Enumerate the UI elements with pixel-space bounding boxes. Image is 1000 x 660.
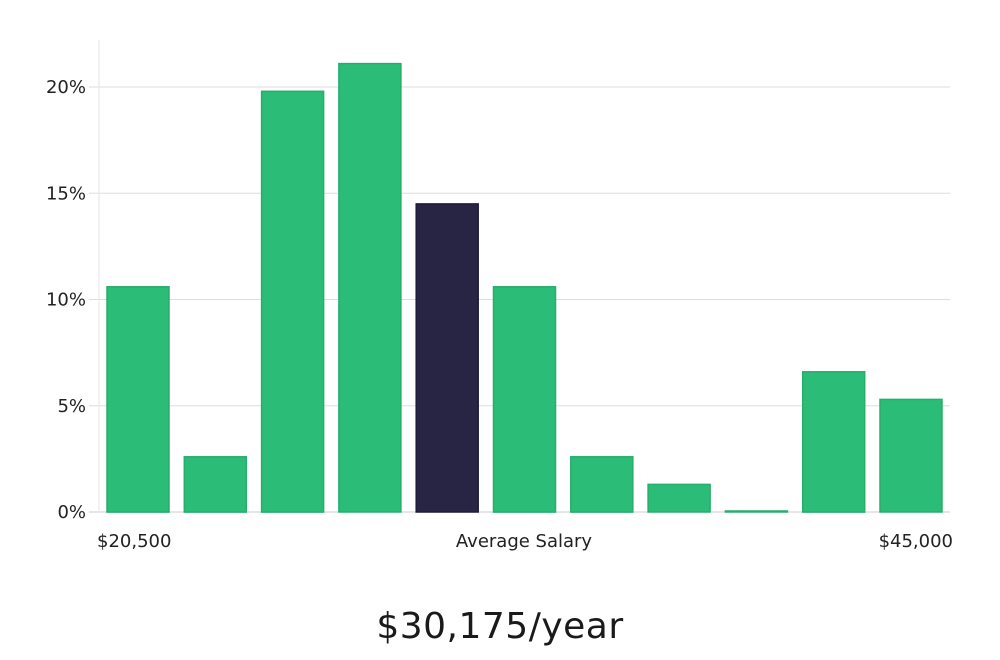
x-axis-max-label: $45,000: [879, 531, 953, 552]
bar: [724, 510, 789, 513]
bar-average-salary: [415, 203, 479, 513]
bar: [879, 398, 943, 513]
x-axis-center-label: Average Salary: [456, 531, 593, 552]
y-tick-label: 15%: [46, 183, 86, 204]
bar: [801, 371, 866, 513]
y-axis-ticks: 0% 5% 10% 15% 20%: [46, 77, 86, 523]
y-tick-label: 20%: [46, 77, 86, 98]
bar: [570, 456, 634, 513]
y-tick-label: 10%: [46, 290, 86, 311]
bar: [106, 286, 170, 513]
bars: [106, 62, 943, 513]
x-axis-min-label: $20,500: [97, 531, 171, 552]
y-tick-label: 5%: [57, 396, 86, 417]
salary-histogram-chart: 0% 5% 10% 15% 20% $20,500 Average Salary $45…: [46, 40, 953, 552]
average-salary-value: $30,175/year: [376, 606, 624, 647]
y-tick-label: 0%: [57, 502, 86, 523]
bar: [647, 483, 711, 513]
bar: [260, 90, 325, 513]
bar: [338, 62, 402, 513]
bar: [183, 456, 248, 513]
bar: [492, 286, 557, 513]
